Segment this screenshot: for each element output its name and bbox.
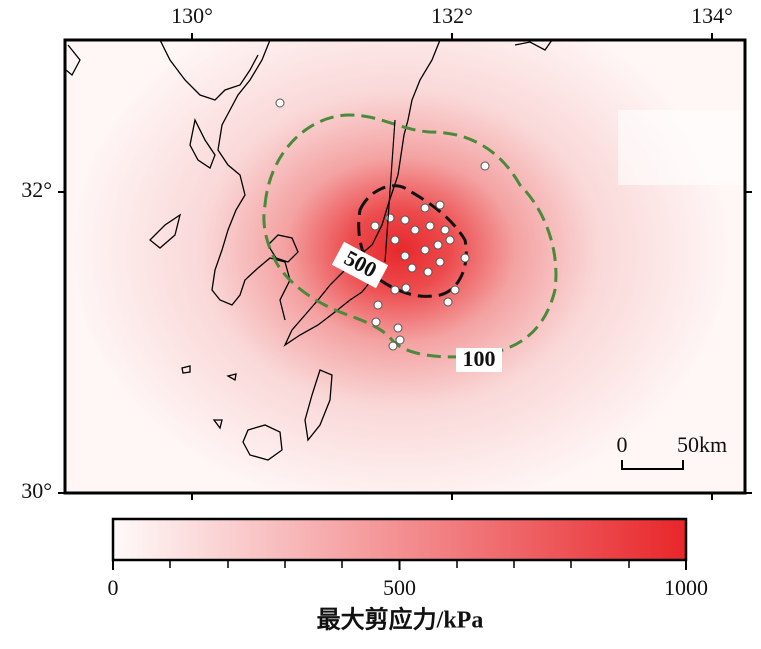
colorbar-minor-ticks xyxy=(169,560,630,568)
contour-label: 100 xyxy=(463,346,496,371)
earthquakes xyxy=(275,98,490,351)
colorbar-tick-label: 1000 xyxy=(664,575,708,600)
lat-tick-label: 30° xyxy=(21,478,52,503)
fault-trace xyxy=(384,119,396,263)
colorbar xyxy=(111,517,688,562)
contour-label-box xyxy=(331,241,389,289)
scale-label: 50km xyxy=(677,432,727,457)
map-area xyxy=(65,40,745,493)
contour-500 xyxy=(357,184,468,298)
scale-label: 0 xyxy=(617,432,628,457)
scale-bar-line xyxy=(621,460,684,470)
lat-tick-label: 32° xyxy=(21,177,52,202)
blank-patch xyxy=(618,110,745,185)
map-frame xyxy=(63,38,747,495)
stress-field xyxy=(65,40,745,493)
colorbar-label: 最大剪应力/kPa xyxy=(317,606,484,634)
colorbar-tick-label: 0 xyxy=(108,575,119,600)
colorbar-tick-label: 500 xyxy=(383,575,416,600)
scale-bar: 0 50km xyxy=(617,432,727,470)
contour-100 xyxy=(262,113,558,359)
lon-tick-label: 134° xyxy=(691,3,733,28)
contour-label-box xyxy=(456,348,502,372)
lon-tick-label: 132° xyxy=(431,3,473,28)
lon-tick-label: 130° xyxy=(171,3,213,28)
